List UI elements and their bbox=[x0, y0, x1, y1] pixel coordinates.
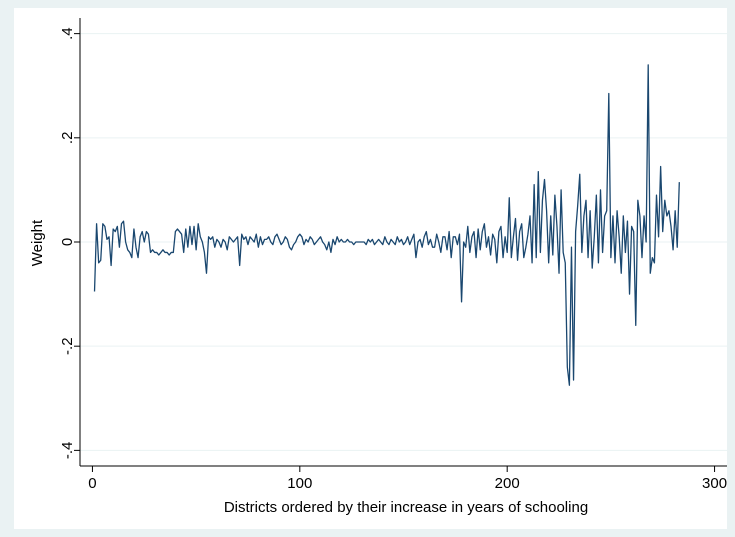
y-tick-label: -.4 bbox=[59, 442, 76, 460]
x-tick-label: 0 bbox=[88, 475, 96, 492]
y-tick-label: .4 bbox=[59, 27, 76, 40]
x-axis-label: Districts ordered by their increase in y… bbox=[224, 499, 588, 516]
y-tick-label: 0 bbox=[59, 238, 76, 246]
x-tick-label: 200 bbox=[495, 475, 520, 492]
x-tick-label: 300 bbox=[702, 475, 727, 492]
data-line bbox=[93, 64, 680, 386]
y-tick-label: .2 bbox=[59, 132, 76, 145]
x-tick-label: 100 bbox=[287, 475, 312, 492]
y-tick-label: -.2 bbox=[59, 337, 76, 355]
y-axis-label: Weight bbox=[29, 219, 46, 266]
